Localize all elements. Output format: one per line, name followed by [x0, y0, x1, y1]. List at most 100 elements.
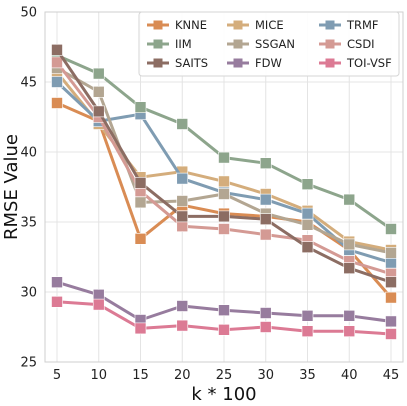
data-point-saits: [301, 241, 314, 253]
legend-marker: [233, 20, 243, 30]
legend-marker: [153, 20, 163, 30]
data-point-fdw: [218, 304, 230, 317]
series-toi-vsf: [51, 295, 397, 340]
data-point-fdw: [176, 300, 189, 312]
y-tick-label: 30: [20, 286, 37, 301]
data-point-saits: [134, 177, 147, 189]
series-fdw: [51, 276, 397, 328]
legend-entry-fdw: FDW: [227, 56, 282, 70]
data-point-ssgan: [301, 219, 314, 231]
data-point-fdw: [92, 288, 105, 301]
y-tick-label: 50: [20, 6, 37, 21]
data-point-ssgan: [176, 195, 189, 207]
legend-label: IIM: [175, 37, 192, 51]
series-saits: [51, 43, 397, 289]
y-tick-label: 40: [20, 146, 37, 161]
data-point-saits: [51, 43, 63, 56]
data-point-mice: [218, 175, 230, 188]
data-point-trmf: [176, 172, 189, 185]
x-tick-label: 30: [257, 368, 274, 383]
data-point-iim: [218, 151, 230, 164]
legend-label: TRMF: [346, 18, 379, 32]
data-point-iim: [259, 157, 272, 169]
data-point-fdw: [343, 309, 356, 322]
data-point-fdw: [385, 315, 397, 328]
x-tick-label: 40: [341, 368, 358, 383]
legend-marker: [233, 58, 243, 68]
x-tick-label: 5: [53, 368, 61, 383]
data-point-toi-vsf: [176, 319, 189, 332]
data-point-iim: [134, 101, 147, 113]
data-point-fdw: [51, 276, 63, 289]
data-point-ssgan: [218, 188, 230, 200]
data-point-ssgan: [92, 86, 105, 98]
legend-marker: [153, 39, 163, 49]
data-point-toi-vsf: [92, 298, 105, 311]
x-tick-label: 25: [216, 368, 233, 383]
legend-label: MICE: [255, 18, 284, 32]
legend-entry-trmf: TRMF: [319, 18, 379, 32]
data-point-csdi: [218, 223, 230, 235]
legend-entry-knne: KNNE: [147, 18, 207, 32]
data-point-ssgan: [343, 238, 356, 251]
y-tick-label: 25: [20, 356, 37, 371]
legend-entry-iim: IIM: [147, 37, 192, 51]
data-point-toi-vsf: [385, 328, 397, 340]
legend-marker: [325, 39, 335, 49]
data-point-saits: [259, 213, 272, 225]
data-point-saits: [343, 262, 356, 275]
x-tick-label: 45: [383, 368, 400, 383]
data-point-csdi: [176, 220, 189, 232]
legend: KNNE MICE TRMF IIM SSGAN CSDI SAITS FDW TOI-VSF: [138, 11, 400, 77]
data-point-knne: [134, 233, 147, 245]
x-tick-label: 35: [299, 368, 316, 383]
data-point-trmf: [301, 207, 314, 220]
legend-marker: [325, 20, 335, 30]
data-point-trmf: [385, 256, 397, 269]
data-point-iim: [92, 67, 105, 80]
data-point-toi-vsf: [301, 325, 314, 338]
data-point-toi-vsf: [343, 325, 356, 338]
data-point-saits: [218, 210, 230, 223]
data-point-iim: [385, 223, 397, 235]
legend-marker: [233, 39, 243, 49]
data-point-toi-vsf: [259, 321, 272, 333]
data-point-fdw: [259, 307, 272, 319]
data-point-ssgan: [134, 196, 147, 209]
data-point-saits: [176, 210, 189, 223]
data-point-ssgan: [385, 247, 397, 259]
data-point-saits: [385, 276, 397, 289]
data-point-trmf: [51, 76, 63, 88]
data-point-csdi: [51, 56, 63, 69]
legend-label: SAITS: [175, 56, 208, 70]
legend-label: CSDI: [347, 37, 375, 51]
legend-entry-saits: SAITS: [147, 56, 208, 70]
y-tick-labels: 25 30 35 40 45 50: [20, 6, 37, 371]
legend-label: FDW: [255, 56, 282, 70]
data-point-csdi: [259, 228, 272, 241]
y-axis-label: RMSE Value: [1, 134, 22, 240]
legend-label: KNNE: [175, 18, 207, 32]
series-layer: [51, 43, 397, 340]
data-point-iim: [176, 118, 189, 130]
legend-entry-ssgan: SSGAN: [227, 37, 295, 51]
legend-entry-csdi: CSDI: [319, 37, 375, 51]
data-point-fdw: [301, 309, 314, 322]
legend-label: SSGAN: [255, 37, 295, 51]
data-point-toi-vsf: [134, 322, 147, 335]
legend-entry-mice: MICE: [227, 18, 284, 32]
data-point-knne: [51, 97, 63, 109]
x-axis-label: k * 100: [191, 384, 256, 405]
data-point-toi-vsf: [218, 323, 230, 336]
data-point-iim: [343, 193, 356, 206]
x-tick-label: 15: [132, 368, 149, 383]
x-tick-labels: 5 10 15 20 25 30 35 40 45: [53, 368, 399, 383]
legend-label: TOI-VSF: [346, 56, 392, 70]
y-tick-label: 35: [20, 216, 37, 231]
x-tick-label: 20: [174, 368, 191, 383]
y-tick-label: 45: [20, 76, 37, 91]
legend-marker: [153, 58, 163, 68]
data-point-knne: [385, 291, 397, 304]
legend-marker: [325, 58, 335, 68]
